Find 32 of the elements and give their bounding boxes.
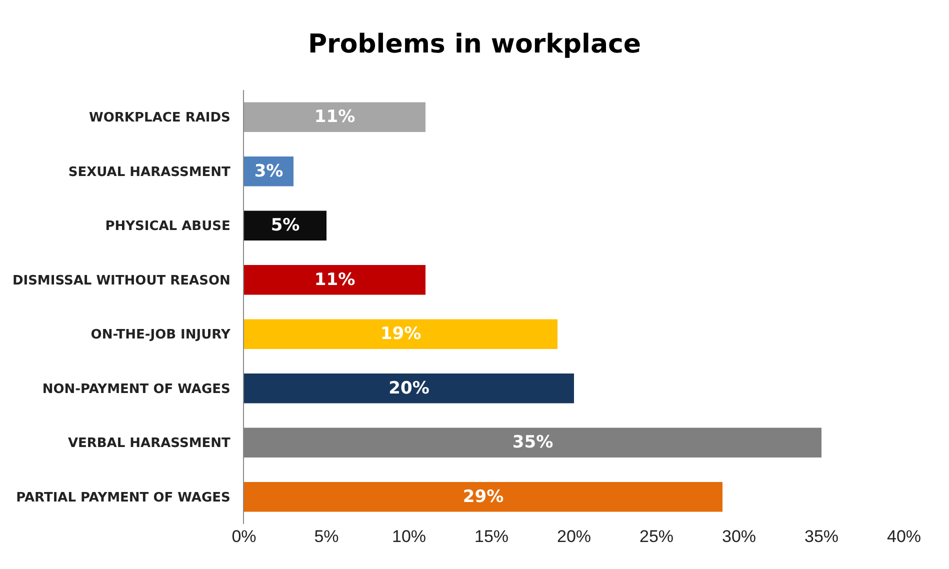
data-label: 29% [462,486,504,507]
y-tick-label: NON-PAYMENT OF WAGES [42,382,230,397]
y-tick-label: DISMISSAL WITHOUT REASON [12,273,230,288]
bar [244,482,722,512]
x-tick-label: 15% [474,527,509,546]
data-label: 5% [270,216,300,236]
data-label: 20% [388,378,430,398]
data-label: 11% [314,107,356,128]
y-tick-label: WORKPLACE RAIDS [89,110,230,126]
bar [244,264,426,295]
data-label: 19% [380,324,422,344]
bar [244,373,574,404]
data-label: 11% [314,270,356,290]
x-tick-label: 20% [556,527,592,546]
data-label: 35% [512,432,554,453]
y-tick-label: ON-THE-JOB INJURY [90,328,231,343]
data-label: 3% [254,161,284,182]
y-tick-label: SEXUAL HARASSMENT [68,164,231,180]
x-tick-label: 30% [722,527,756,546]
bar [244,102,426,132]
y-tick-label: PHYSICAL ABUSE [105,219,230,234]
x-tick-label: 40% [886,527,922,546]
y-tick-label: PARTIAL PAYMENT OF WAGES [16,490,230,506]
y-tick-label: VERBAL HARASSMENT [68,436,231,452]
x-tick-label: 35% [804,527,839,546]
x-tick-label: 5% [314,527,339,546]
chart-title: Problems in workplace [308,29,642,60]
x-tick-label: 0% [232,527,256,546]
bar [244,319,558,350]
x-tick-label: 10% [392,527,426,546]
x-tick-label: 25% [639,527,674,546]
bar [244,210,326,241]
